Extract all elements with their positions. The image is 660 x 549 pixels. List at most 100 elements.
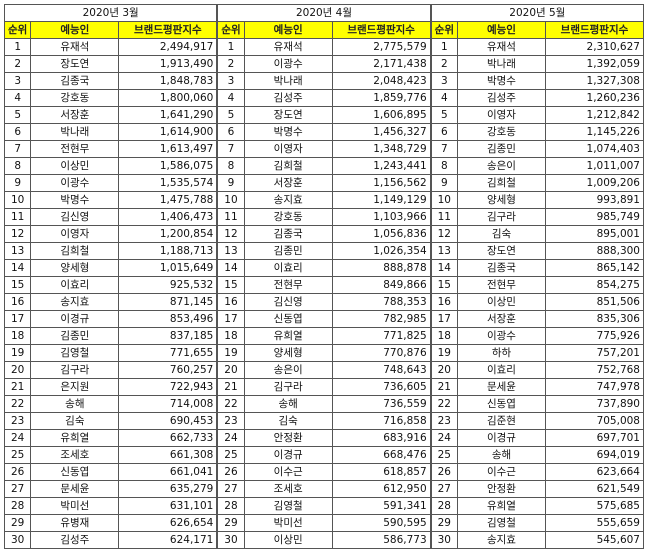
table-row: 19 하하 757,201 xyxy=(430,344,644,362)
score-cell: 1,145,226 xyxy=(544,123,644,141)
table-row: 26 이수근 618,857 xyxy=(217,463,431,481)
name-cell: 유재석 xyxy=(30,38,120,56)
table-row: 15 전현무 849,866 xyxy=(217,276,431,294)
score-cell: 851,506 xyxy=(544,293,644,311)
name-cell: 송해 xyxy=(30,395,120,413)
name-cell: 이광수 xyxy=(456,327,546,345)
score-cell: 993,891 xyxy=(544,191,644,209)
table-row: 12 김숙 895,001 xyxy=(430,225,644,243)
table-row: 1 유재석 2,494,917 xyxy=(3,38,218,56)
name-cell: 양세형 xyxy=(456,191,546,209)
rank-cell: 16 xyxy=(3,293,32,311)
name-cell: 송해 xyxy=(456,446,546,464)
table-row: 12 김종국 1,056,836 xyxy=(217,225,431,243)
name-cell: 김성주 xyxy=(30,531,120,549)
table-row: 9 서장훈 1,156,562 xyxy=(217,174,431,192)
score-cell: 1,392,059 xyxy=(544,55,644,73)
table-row: 10 양세형 993,891 xyxy=(430,191,644,209)
name-cell: 이광수 xyxy=(243,55,333,73)
rank-cell: 6 xyxy=(430,123,458,141)
rank-cell: 5 xyxy=(3,106,32,124)
header-row: 순위 예능인 브랜드평판지수 xyxy=(217,21,431,39)
table-row: 13 김종민 1,026,354 xyxy=(217,242,431,260)
rank-cell: 21 xyxy=(430,378,458,396)
table-row: 22 송해 714,008 xyxy=(3,395,218,413)
rank-cell: 20 xyxy=(217,361,245,379)
score-cell: 771,825 xyxy=(331,327,431,345)
score-cell: 631,101 xyxy=(118,497,218,515)
rank-cell: 27 xyxy=(3,480,32,498)
table-row: 20 이효리 752,768 xyxy=(430,361,644,379)
score-cell: 591,341 xyxy=(331,497,431,515)
table-row: 21 문세윤 747,978 xyxy=(430,378,644,396)
table-row: 6 박나래 1,614,900 xyxy=(3,123,218,141)
name-cell: 김희철 xyxy=(456,174,546,192)
name-cell: 송은이 xyxy=(456,157,546,175)
score-cell: 1,149,129 xyxy=(331,191,431,209)
score-cell: 1,913,490 xyxy=(118,55,218,73)
name-cell: 김종민 xyxy=(456,140,546,158)
name-cell: 이효리 xyxy=(243,259,333,277)
name-cell: 이효리 xyxy=(456,361,546,379)
table-row: 11 김신영 1,406,473 xyxy=(3,208,218,226)
table-row: 12 이영자 1,200,854 xyxy=(3,225,218,243)
name-cell: 이경규 xyxy=(456,429,546,447)
name-cell: 신동엽 xyxy=(243,310,333,328)
rank-cell: 19 xyxy=(217,344,245,362)
table-row: 19 김영철 771,655 xyxy=(3,344,218,362)
score-cell: 865,142 xyxy=(544,259,644,277)
name-cell: 유재석 xyxy=(456,38,546,56)
score-cell: 1,475,788 xyxy=(118,191,218,209)
score-cell: 1,848,783 xyxy=(118,72,218,90)
name-cell: 김종국 xyxy=(243,225,333,243)
table-row: 17 신동엽 782,985 xyxy=(217,310,431,328)
table-row: 21 김구라 736,605 xyxy=(217,378,431,396)
name-cell: 이효리 xyxy=(30,276,120,294)
rank-cell: 7 xyxy=(3,140,32,158)
score-cell: 690,453 xyxy=(118,412,218,430)
rank-cell: 4 xyxy=(3,89,32,107)
rank-cell: 11 xyxy=(430,208,458,226)
score-cell: 612,950 xyxy=(331,480,431,498)
name-cell: 이수근 xyxy=(456,463,546,481)
name-cell: 강호동 xyxy=(456,123,546,141)
name-cell: 조세호 xyxy=(30,446,120,464)
rank-cell: 14 xyxy=(217,259,245,277)
table-row: 29 박미선 590,595 xyxy=(217,514,431,532)
rank-cell: 23 xyxy=(430,412,458,430)
score-cell: 1,156,562 xyxy=(331,174,431,192)
score-cell: 1,243,441 xyxy=(331,157,431,175)
score-cell: 736,559 xyxy=(331,395,431,413)
name-cell: 박미선 xyxy=(243,514,333,532)
score-cell: 736,605 xyxy=(331,378,431,396)
rank-cell: 20 xyxy=(3,361,32,379)
rank-cell: 30 xyxy=(430,531,458,549)
month-title: 2020년 3월 xyxy=(3,4,218,22)
month-table: 2020년 5월 순위 예능인 브랜드평판지수 1 유재석 2,310,627 2 박나래 1,3… xyxy=(430,4,644,549)
rank-cell: 18 xyxy=(430,327,458,345)
name-cell: 김신영 xyxy=(30,208,120,226)
score-cell: 1,406,473 xyxy=(118,208,218,226)
name-cell: 김희철 xyxy=(30,242,120,260)
name-cell: 김종국 xyxy=(30,72,120,90)
rank-cell: 27 xyxy=(217,480,245,498)
score-cell: 1,074,403 xyxy=(544,140,644,158)
score-cell: 1,456,327 xyxy=(331,123,431,141)
name-cell: 유희열 xyxy=(30,429,120,447)
score-cell: 925,532 xyxy=(118,276,218,294)
table-row: 29 김영철 555,659 xyxy=(430,514,644,532)
table-row: 26 신동엽 661,041 xyxy=(3,463,218,481)
header-row: 순위 예능인 브랜드평판지수 xyxy=(3,21,218,39)
table-row: 11 강호동 1,103,966 xyxy=(217,208,431,226)
table-row: 25 이경규 668,476 xyxy=(217,446,431,464)
name-cell: 김영철 xyxy=(456,514,546,532)
table-row: 14 양세형 1,015,649 xyxy=(3,259,218,277)
table-row: 4 김성주 1,260,236 xyxy=(430,89,644,107)
name-cell: 이경규 xyxy=(243,446,333,464)
name-cell: 이수근 xyxy=(243,463,333,481)
rank-cell: 23 xyxy=(217,412,245,430)
score-header: 브랜드평판지수 xyxy=(118,21,218,39)
rank-cell: 28 xyxy=(217,497,245,515)
table-row: 16 송지효 871,145 xyxy=(3,293,218,311)
score-cell: 1,535,574 xyxy=(118,174,218,192)
